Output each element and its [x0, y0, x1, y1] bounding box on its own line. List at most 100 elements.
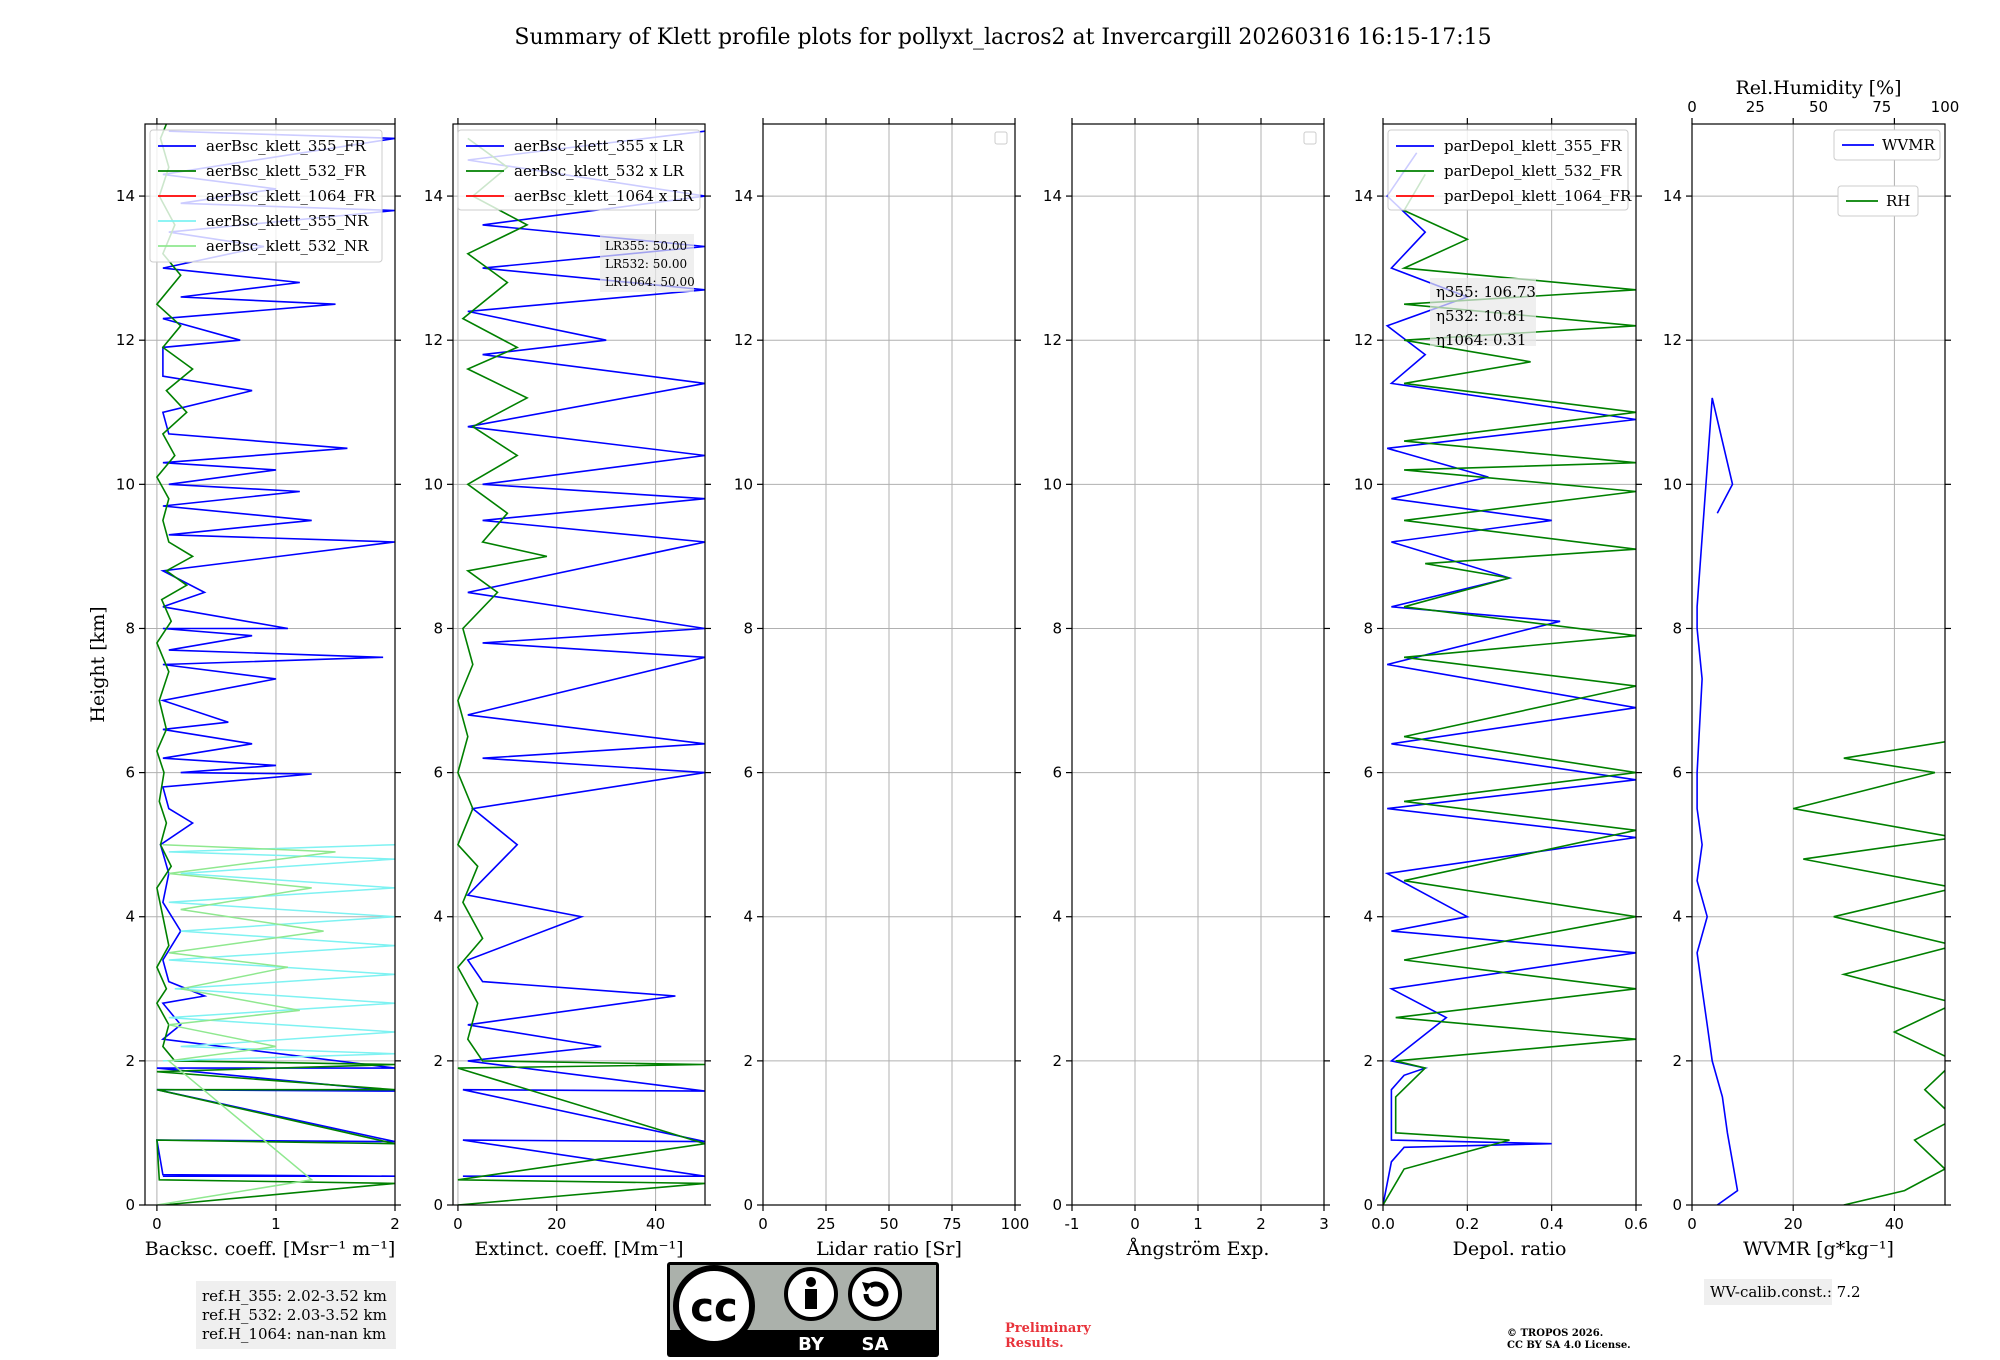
- ref-height-532: ref.H_532: 2.03-3.52 km: [202, 1306, 387, 1324]
- x-axis-label: Backsc. coeff. [Msr⁻¹ m⁻¹]: [145, 1238, 396, 1260]
- y-tick-label: 0: [743, 1196, 753, 1214]
- x-tick-label: 25: [816, 1215, 835, 1233]
- y-tick-label: 4: [1052, 908, 1062, 926]
- y-tick-label: 8: [1052, 619, 1062, 637]
- x-tick-label: 0.2: [1455, 1215, 1479, 1233]
- x-tick-label: 1: [271, 1215, 281, 1233]
- y-tick-label: 12: [1663, 331, 1682, 349]
- x-tick-label: 50: [879, 1215, 898, 1233]
- y-tick-label: 2: [1672, 1052, 1682, 1070]
- cc-license-badge: cc BY SA: [667, 1262, 939, 1357]
- axes-frame: [144, 123, 396, 1206]
- y-tick-label: 2: [125, 1052, 135, 1070]
- x-tick-label: 0: [453, 1215, 463, 1233]
- sa-share-icon: [848, 1267, 902, 1321]
- x2-tick-label: 50: [1809, 98, 1828, 116]
- x-tick-label: 40: [646, 1215, 665, 1233]
- y-tick-label: 12: [1354, 331, 1373, 349]
- axes-frame: [1382, 123, 1637, 1206]
- ref-height-1064: ref.H_1064: nan-nan km: [202, 1325, 386, 1343]
- y-tick-label: 2: [743, 1052, 753, 1070]
- wv-calib-const: WV-calib.const.: 7.2: [1710, 1283, 1861, 1301]
- lr-box: [600, 234, 694, 292]
- empty-legend-box: [994, 131, 1008, 145]
- lr-value: LR1064: 50.00: [605, 275, 695, 289]
- x-axis-label: Depol. ratio: [1453, 1238, 1567, 1260]
- cc-sa-label: SA: [862, 1334, 889, 1355]
- legend-box: [1387, 129, 1629, 211]
- y-tick-label: 10: [424, 475, 443, 493]
- y-tick-label: 14: [116, 187, 135, 205]
- x-axis-label: Extinct. coeff. [Mm⁻¹]: [474, 1238, 683, 1260]
- x2-axis-label: Rel.Humidity [%]: [1735, 77, 1901, 99]
- y-tick-label: 4: [1672, 908, 1682, 926]
- copyright-line-2: CC BY SA 4.0 License.: [1507, 1340, 1631, 1351]
- legend-entry: aerBsc_klett_532 x LR: [514, 162, 685, 180]
- legend-entry: parDepol_klett_355_FR: [1444, 137, 1622, 155]
- y-tick-label: 10: [1663, 475, 1682, 493]
- y-tick-label: 4: [125, 908, 135, 926]
- panel-lidar_ratio: 0 25 50 75 100 0 2 4 6 8 10 12 14 Lidar ratio [Sr]: [734, 118, 1029, 1260]
- panel-depol: 0.0 0.2 0.4 0.6 0 2 4 6 8 10 12 14 Depol. ratio parDe…: [1354, 118, 1648, 1260]
- x2-tick-label: 100: [1931, 98, 1960, 116]
- x-tick-label: 20: [1784, 1215, 1803, 1233]
- eta-value: η1064: 0.31: [1436, 331, 1526, 349]
- legend-box: [457, 129, 701, 211]
- y-tick-label: 8: [433, 619, 443, 637]
- eta-box: [1430, 278, 1536, 346]
- preliminary-line-2: Results.: [1005, 1336, 1064, 1351]
- panel-wvmr_rh: 0 20 40 0 2 4 6 8 10 12 14 WVMR [g*kg⁻¹] 0 25 50 75 100 R…: [1663, 77, 1959, 1260]
- wv-calib-box: WV-calib.const.: 7.2: [1704, 1279, 1861, 1305]
- y-tick-label: 0: [433, 1196, 443, 1214]
- x-tick-label: 0.4: [1540, 1215, 1564, 1233]
- y-axis-label: Height [km]: [87, 606, 109, 722]
- y-tick-label: 0: [1052, 1196, 1062, 1214]
- legend-entry: aerBsc_klett_355_FR: [206, 137, 366, 155]
- series-line-aerBsc_klett_532_NR: [156, 843, 336, 1205]
- x-tick-label: 0: [758, 1215, 768, 1233]
- x-tick-label: 0: [152, 1215, 162, 1233]
- y-tick-label: 10: [734, 475, 753, 493]
- x-tick-label: 2: [390, 1215, 400, 1233]
- y-tick-label: 0: [1363, 1196, 1373, 1214]
- panel-extinction: 0 20 40 0 2 4 6 8 10 12 14 Extinct. coeff. [Mm⁻¹] ae…: [424, 118, 711, 1260]
- series-line-WVMR: [1696, 397, 1739, 1205]
- cc-logo-text: cc: [690, 1285, 737, 1331]
- x-tick-label: 20: [547, 1215, 566, 1233]
- legend-box: [1833, 129, 1941, 161]
- y-tick-label: 12: [424, 331, 443, 349]
- x-tick-label: -1: [1065, 1215, 1080, 1233]
- y-tick-label: 2: [433, 1052, 443, 1070]
- x-tick-label: 0: [1687, 1215, 1697, 1233]
- ref-height-355: ref.H_355: 2.02-3.52 km: [202, 1287, 387, 1305]
- y-tick-label: 12: [1043, 331, 1062, 349]
- legend-entry: aerBsc_klett_1064_FR: [206, 187, 376, 205]
- series-line-parDepol_klett_355_FR: [1383, 152, 1636, 1205]
- y-tick-label: 10: [1354, 475, 1373, 493]
- x-axis-label: Ångström Exp.: [1126, 1238, 1270, 1260]
- x-tick-label: 0.6: [1624, 1215, 1648, 1233]
- y-tick-label: 14: [734, 187, 753, 205]
- x-axis-label: WVMR [g*kg⁻¹]: [1743, 1238, 1894, 1260]
- series-line-aerBsc_klett_355_FR: [155, 130, 395, 1177]
- legend-entry: aerBsc_klett_355_NR: [206, 212, 369, 230]
- y-tick-label: 6: [1052, 764, 1062, 782]
- legend-entry: aerBsc_klett_1064 x LR: [514, 187, 694, 205]
- axes-frame: [452, 123, 706, 1206]
- series-group: [456, 130, 705, 1205]
- x-tick-label: 100: [1001, 1215, 1030, 1233]
- y-tick-label: 8: [1672, 619, 1682, 637]
- axes-frame: [1691, 123, 1946, 1206]
- eta-value: η355: 106.73: [1436, 283, 1536, 301]
- series-line-aerBsc_klett_532 x LR: [456, 137, 705, 1205]
- legend-entry: aerBsc_klett_532_NR: [206, 237, 369, 255]
- series-line-aerBsc_klett_355_NR: [162, 843, 395, 1062]
- x-tick-label: 0.0: [1371, 1215, 1395, 1233]
- copyright-line-1: © TROPOS 2026.: [1507, 1328, 1603, 1339]
- y-tick-label: 4: [1363, 908, 1373, 926]
- lr-value: LR355: 50.00: [605, 239, 687, 253]
- ref-height-box: ref.H_355: 2.02-3.52 km ref.H_532: 2.03-…: [196, 1281, 396, 1349]
- y-tick-label: 0: [1672, 1196, 1682, 1214]
